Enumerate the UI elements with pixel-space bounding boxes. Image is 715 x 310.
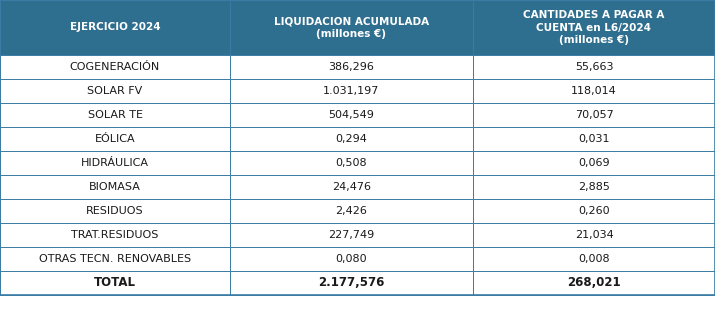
Bar — [230, 199, 473, 223]
Bar — [473, 247, 715, 271]
Bar — [473, 0, 715, 55]
Text: 0,260: 0,260 — [578, 206, 610, 216]
Text: HIDRÁULICA: HIDRÁULICA — [81, 158, 149, 168]
Bar — [0, 247, 230, 271]
Text: 2,426: 2,426 — [335, 206, 368, 216]
Bar — [473, 271, 715, 295]
Text: 0,031: 0,031 — [578, 134, 610, 144]
Bar — [0, 79, 230, 103]
Bar — [0, 175, 230, 199]
Text: 0,008: 0,008 — [578, 254, 610, 264]
Bar — [0, 0, 230, 55]
Bar — [0, 223, 230, 247]
Text: 268,021: 268,021 — [567, 277, 621, 290]
Text: COGENERACIÓN: COGENERACIÓN — [70, 62, 160, 72]
Bar — [0, 103, 230, 127]
Bar — [473, 79, 715, 103]
Bar — [473, 127, 715, 151]
Bar — [230, 0, 473, 55]
Bar — [230, 247, 473, 271]
Text: TRAT.RESIDUOS: TRAT.RESIDUOS — [72, 230, 159, 240]
Bar — [230, 127, 473, 151]
Bar — [0, 199, 230, 223]
Bar — [473, 55, 715, 79]
Bar — [230, 223, 473, 247]
Bar — [0, 55, 230, 79]
Text: CANTIDADES A PAGAR A
CUENTA en L6/2024
(millones €): CANTIDADES A PAGAR A CUENTA en L6/2024 (… — [523, 10, 665, 45]
Text: 386,296: 386,296 — [329, 62, 375, 72]
Text: 0,080: 0,080 — [335, 254, 368, 264]
Text: 0,508: 0,508 — [335, 158, 368, 168]
Bar — [230, 271, 473, 295]
Text: TOTAL: TOTAL — [94, 277, 136, 290]
Bar — [0, 127, 230, 151]
Bar — [0, 151, 230, 175]
Bar — [230, 175, 473, 199]
Bar — [230, 79, 473, 103]
Text: EÓLICA: EÓLICA — [94, 134, 135, 144]
Text: EJERCICIO 2024: EJERCICIO 2024 — [69, 23, 160, 33]
Bar — [473, 103, 715, 127]
Text: SOLAR FV: SOLAR FV — [87, 86, 142, 96]
Text: SOLAR TE: SOLAR TE — [87, 110, 142, 120]
Text: BIOMASA: BIOMASA — [89, 182, 141, 192]
Text: 504,549: 504,549 — [329, 110, 375, 120]
Bar — [0, 271, 230, 295]
Bar — [473, 175, 715, 199]
Text: 227,749: 227,749 — [328, 230, 375, 240]
Text: 0,294: 0,294 — [335, 134, 368, 144]
Text: RESIDUOS: RESIDUOS — [87, 206, 144, 216]
Bar — [230, 103, 473, 127]
Text: 70,057: 70,057 — [575, 110, 613, 120]
Text: 55,663: 55,663 — [575, 62, 613, 72]
Bar — [230, 151, 473, 175]
Text: 21,034: 21,034 — [575, 230, 613, 240]
Text: 2,885: 2,885 — [578, 182, 610, 192]
Text: 1.031,197: 1.031,197 — [323, 86, 380, 96]
Text: 24,476: 24,476 — [332, 182, 371, 192]
Bar — [473, 223, 715, 247]
Bar — [473, 199, 715, 223]
Text: 0,069: 0,069 — [578, 158, 610, 168]
Text: OTRAS TECN. RENOVABLES: OTRAS TECN. RENOVABLES — [39, 254, 191, 264]
Text: LIQUIDACION ACUMULADA
(millones €): LIQUIDACION ACUMULADA (millones €) — [274, 16, 429, 39]
Bar — [473, 151, 715, 175]
Text: 118,014: 118,014 — [571, 86, 617, 96]
Bar — [230, 55, 473, 79]
Text: 2.177,576: 2.177,576 — [318, 277, 385, 290]
